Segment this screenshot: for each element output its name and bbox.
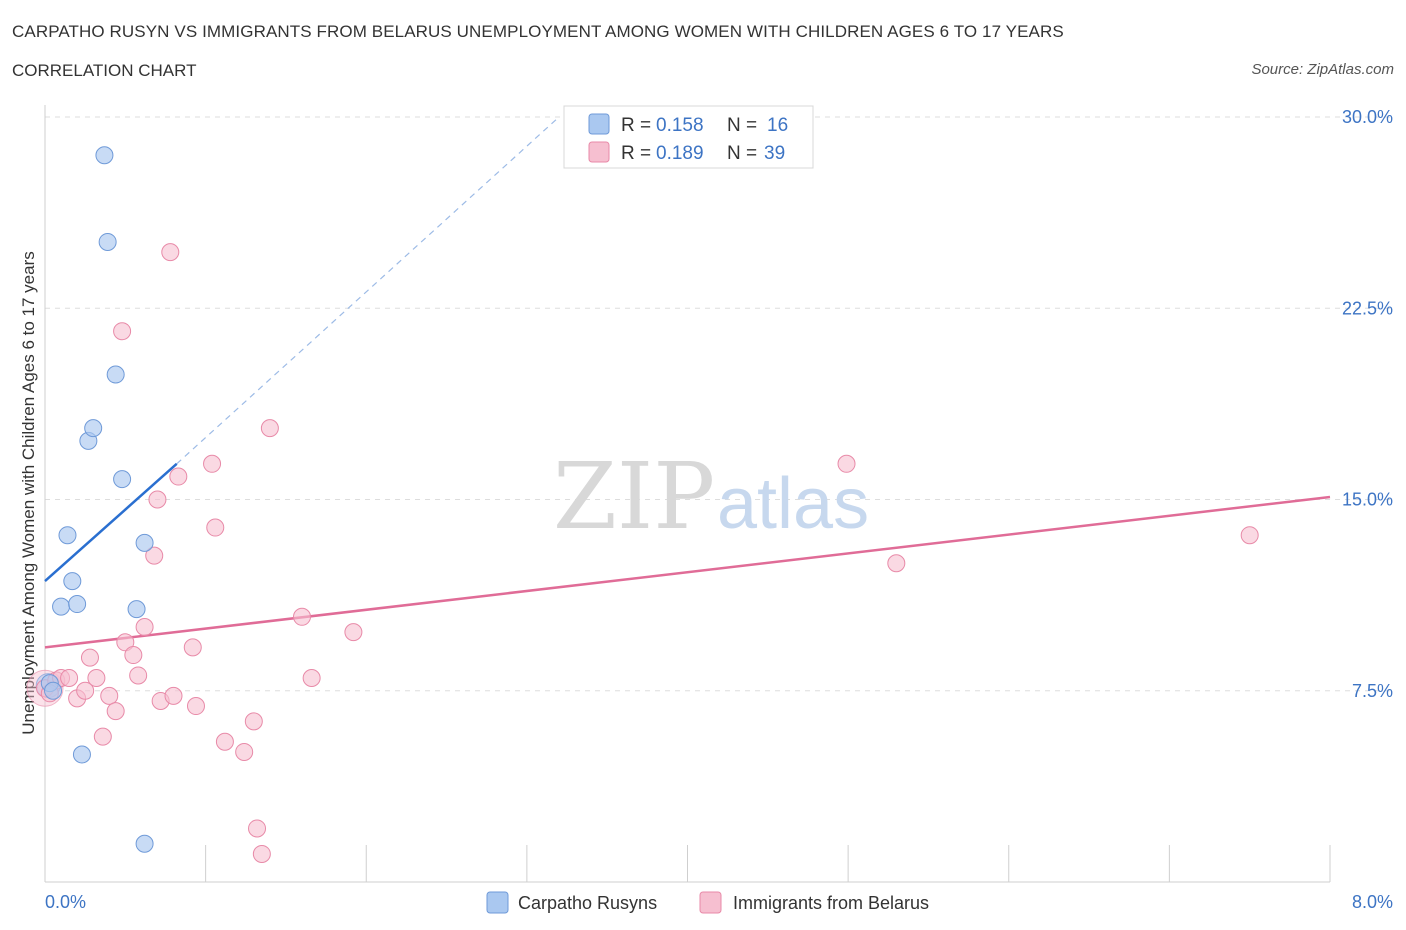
point-belarus	[148, 490, 167, 509]
point-belarus	[206, 518, 225, 537]
point-carpatho	[63, 572, 82, 591]
trendlines	[44, 116, 1331, 649]
point-carpatho	[127, 600, 146, 619]
point-carpatho	[113, 470, 132, 489]
point-belarus	[161, 243, 180, 262]
legend-r-label-1: R =	[621, 115, 651, 136]
point-belarus	[887, 554, 906, 573]
legend-n-label-1: N =	[727, 115, 757, 136]
point-belarus	[116, 633, 135, 652]
legend-r-value-2: 0.189	[656, 143, 704, 164]
trendline-belarus	[44, 495, 1331, 649]
point-belarus	[260, 419, 279, 438]
point-belarus	[302, 669, 321, 687]
point-belarus	[248, 819, 267, 838]
point-carpatho	[58, 526, 77, 545]
trendline-carpatho-extension	[176, 116, 560, 465]
source-label: Source: ZipAtlas.com	[1251, 61, 1394, 78]
watermark: ZIP atlas	[553, 443, 869, 550]
legend-n-value-1: 16	[767, 115, 788, 136]
bottom-legend-label-belarus: Immigrants from Belarus	[733, 893, 929, 913]
point-carpatho	[44, 681, 63, 700]
series-legend: Carpatho Rusyns Immigrants from Belarus	[486, 891, 929, 914]
y-tick-labels: 7.5% 15.0% 22.5% 30.0%	[1342, 107, 1393, 701]
point-belarus	[244, 712, 263, 731]
trendline-carpatho	[44, 462, 178, 583]
point-carpatho	[68, 595, 87, 614]
bottom-legend-label-carpatho-rusyns: Carpatho Rusyns	[518, 893, 657, 913]
point-belarus	[169, 467, 188, 486]
point-belarus	[135, 618, 154, 636]
point-carpatho	[106, 365, 125, 384]
point-belarus	[129, 666, 148, 685]
legend-n-label-2: N =	[727, 143, 757, 164]
point-belarus	[293, 607, 311, 626]
point-belarus	[113, 322, 132, 341]
x-tick-marks	[205, 845, 1331, 882]
point-carpatho	[135, 834, 154, 853]
point-carpatho	[72, 745, 91, 764]
point-belarus	[183, 638, 202, 657]
point-belarus	[106, 702, 125, 721]
point-belarus	[344, 623, 363, 642]
bottom-legend-swatch-blue	[486, 891, 509, 914]
y-tick-label: 22.5%	[1342, 298, 1393, 318]
point-belarus	[124, 646, 143, 665]
point-belarus	[186, 697, 205, 716]
x-tick-label-max: 8.0%	[1352, 892, 1393, 912]
chart-title: CARPATHO RUSYN VS IMMIGRANTS FROM BELARU…	[12, 22, 1064, 41]
point-carpatho	[52, 597, 71, 616]
legend-r-label-2: R =	[621, 143, 651, 164]
point-carpatho	[98, 232, 117, 251]
point-belarus	[80, 648, 99, 667]
y-axis-label: Unemployment Among Women with Children A…	[19, 251, 38, 735]
point-belarus	[1240, 526, 1259, 545]
point-belarus	[252, 844, 271, 863]
point-carpatho	[135, 533, 154, 552]
chart-subtitle: CORRELATION CHART	[12, 61, 197, 80]
stats-legend: R = 0.158 N = 16 R = 0.189 N = 39	[563, 105, 814, 169]
y-tick-label: 30.0%	[1342, 107, 1393, 127]
y-tick-label: 15.0%	[1342, 490, 1393, 510]
legend-swatch-blue	[588, 113, 610, 135]
point-belarus	[87, 669, 106, 687]
point-belarus	[100, 686, 119, 705]
point-belarus	[93, 727, 112, 746]
y-tick-label: 7.5%	[1352, 681, 1393, 701]
point-carpatho	[95, 146, 114, 165]
point-belarus	[164, 686, 183, 705]
point-belarus	[235, 742, 254, 761]
legend-n-value-2: 39	[764, 143, 785, 164]
legend-swatch-pink	[588, 141, 610, 163]
point-belarus	[203, 454, 222, 473]
legend-r-value-1: 0.158	[656, 115, 704, 136]
watermark-zip: ZIP	[553, 443, 715, 550]
watermark-atlas: atlas	[717, 464, 869, 544]
point-carpatho	[84, 419, 103, 438]
x-tick-label-min: 0.0%	[45, 892, 86, 912]
point-belarus	[76, 681, 95, 700]
point-belarus	[60, 669, 79, 687]
bottom-legend-swatch-pink	[699, 891, 722, 914]
gridlines	[45, 116, 1393, 692]
point-belarus	[215, 732, 234, 751]
point-belarus	[837, 454, 856, 473]
data-points	[26, 146, 1259, 863]
point-belarus	[145, 546, 164, 565]
